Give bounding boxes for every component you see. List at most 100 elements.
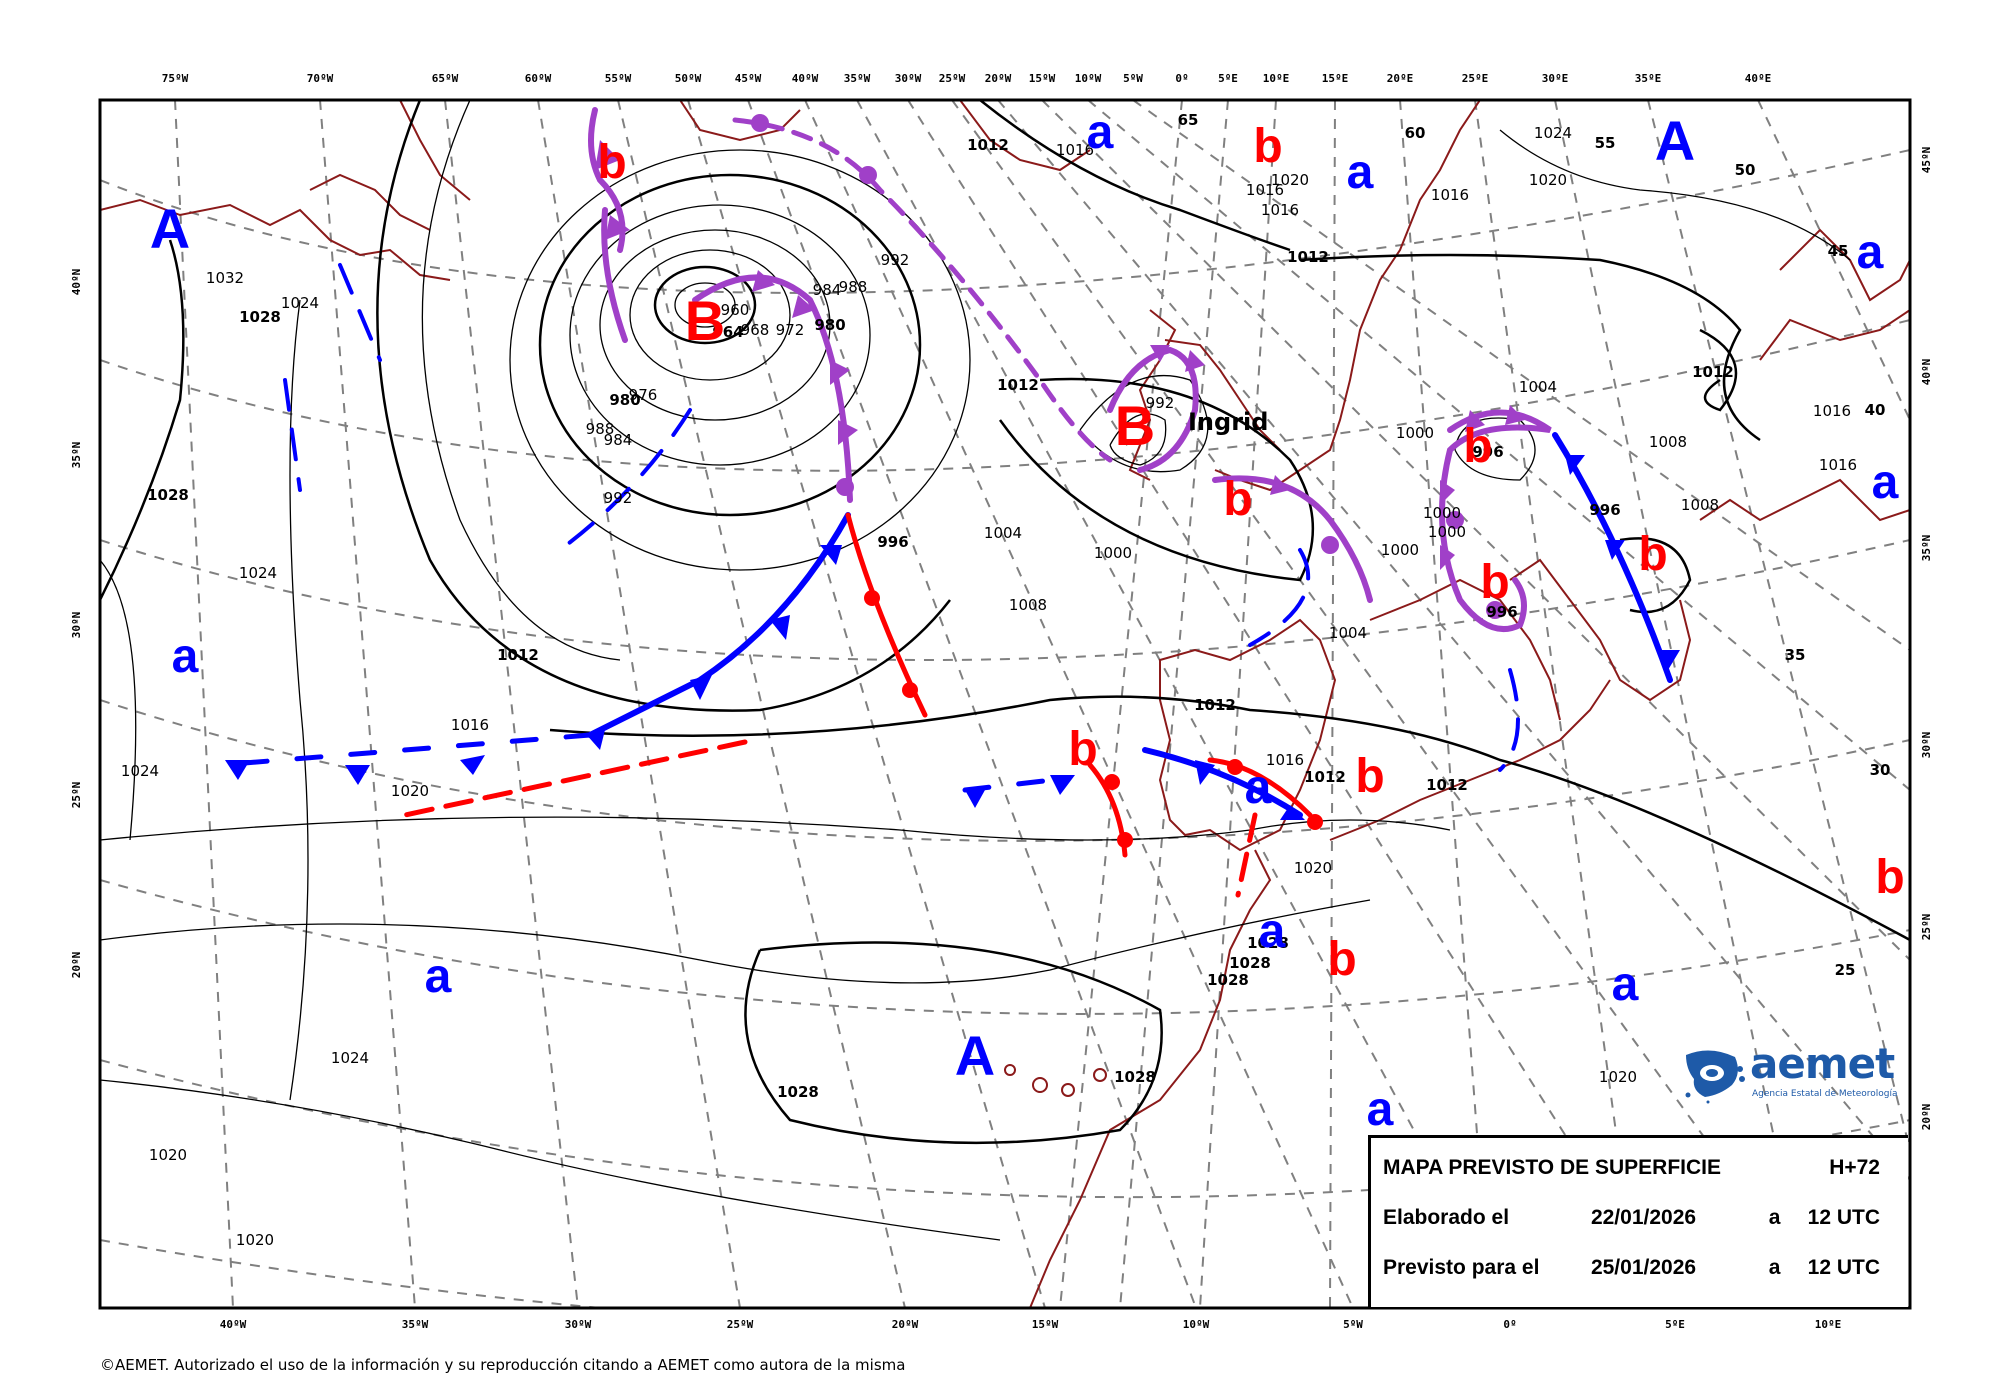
isobar-label: 1020 <box>1294 859 1332 877</box>
isobar-label: 1000 <box>1094 544 1132 562</box>
storm-name-label: Ingrid <box>1188 408 1268 436</box>
longitude-tick-label: 75ºW <box>162 72 189 85</box>
latitude-tick-label: 40ºN <box>70 269 83 296</box>
longitude-tick-label: 0º <box>1503 1318 1516 1331</box>
latitude-tick-label: 45ºN <box>1920 147 1933 174</box>
longitude-tick-label: 55ºW <box>605 72 632 85</box>
isobar-label: 1028 <box>777 1083 819 1101</box>
isobar-label: 1012 <box>1426 776 1468 794</box>
longitude-tick-label: 40ºW <box>220 1318 247 1331</box>
longitude-tick-label: 25ºW <box>727 1318 754 1331</box>
latitude-tick-label: 25ºN <box>70 782 83 809</box>
low-pressure-marker: b <box>1068 723 1097 776</box>
high-pressure-marker: A <box>150 197 190 260</box>
cold-front <box>217 732 593 768</box>
isobar-label: 1020 <box>236 1231 274 1249</box>
isobar-label: 1028 <box>1247 934 1289 952</box>
isobar-label: 1004 <box>984 524 1022 542</box>
low-pressure-marker: b <box>1875 851 1904 904</box>
aemet-logo-icon <box>1685 1050 1745 1104</box>
isobar-label: 1020 <box>149 1146 187 1164</box>
high-pressure-marker: a <box>1087 106 1114 159</box>
latitude-axis-left: 40ºN 35ºN 30ºN 25ºN 20ºN <box>70 269 83 979</box>
longitude-tick-label: 5ºW <box>1343 1318 1363 1331</box>
occluded-front <box>1107 346 1199 473</box>
isobar-label: 1004 <box>1519 378 1557 396</box>
isobar-label: 1024 <box>1534 124 1572 142</box>
longitude-tick-label: 5ºE <box>1665 1318 1685 1331</box>
low-pressure-marker: b <box>597 136 626 189</box>
warm-front <box>1207 757 1313 818</box>
isobar-label: 996 <box>1589 501 1620 519</box>
high-pressure-marker: a <box>1367 1083 1394 1136</box>
longitude-tick-label: 5ºW <box>1123 72 1143 85</box>
longitude-tick-label: 25ºW <box>939 72 966 85</box>
isobar-label: 1020 <box>1529 171 1567 189</box>
high-pressure-marker: a <box>1259 905 1286 958</box>
isobar-label: 1024 <box>239 564 277 582</box>
aemet-logo: aemet Agencia Estatal de Meteorología <box>1680 1039 1910 1105</box>
low-pressure-marker: b <box>1480 556 1509 609</box>
isobar-label: 1012 <box>1287 248 1329 266</box>
isobar-label: 1028 <box>1114 1068 1156 1086</box>
cold-front <box>962 775 1073 793</box>
occluded-front <box>1212 475 1373 603</box>
latitude-tick-label: 20ºN <box>1920 1104 1933 1131</box>
trough-line <box>283 378 302 492</box>
latitude-tick-label: 20ºN <box>70 952 83 979</box>
elaborated-sep: a <box>1768 1206 1781 1229</box>
high-pressure-marker: a <box>425 950 452 1003</box>
upper-contour-label: 25 <box>1835 961 1856 979</box>
longitude-tick-label: 35ºE <box>1635 72 1662 85</box>
map-frame <box>98 98 1912 1310</box>
coastlines <box>100 100 1910 1308</box>
low-pressure-marker: b <box>1253 120 1282 173</box>
cold-front <box>1142 747 1303 818</box>
isobar-label: 984 <box>604 431 633 449</box>
upper-contour-label: 55 <box>1595 134 1616 152</box>
isobar-label: 1012 <box>997 376 1039 394</box>
upper-contour-labels: 65 60 55 50 45 40 35 30 25 <box>1178 111 1891 979</box>
upper-contour-label: 60 <box>1405 124 1426 142</box>
isobar-label: 960 <box>721 301 750 319</box>
isobar-label: 1024 <box>281 294 319 312</box>
low-pressure-marker: b <box>1327 933 1356 986</box>
high-pressure-marker: a <box>1857 226 1884 279</box>
high-pressure-marker: a <box>1347 146 1374 199</box>
occluded-front <box>732 117 1113 463</box>
isobar-label: 984 <box>813 281 842 299</box>
longitude-tick-label: 60ºW <box>525 72 552 85</box>
isobar-label: 1020 <box>1271 171 1309 189</box>
high-pressure-marker: a <box>1245 761 1272 814</box>
isobar-label: 992 <box>1146 394 1175 412</box>
isobar-label: 1016 <box>1431 186 1469 204</box>
trough-line <box>1248 548 1311 647</box>
upper-contour-label: 30 <box>1870 761 1891 779</box>
isobar-label: 1032 <box>206 269 244 287</box>
upper-contour-label: 40 <box>1865 401 1886 419</box>
isobar-label: 1000 <box>1381 541 1419 559</box>
aemet-logo-subtitle: Agencia Estatal de Meteorología <box>1752 1089 1898 1099</box>
isobar-label: 1016 <box>1813 402 1851 420</box>
elaborated-date: 22/01/2026 <box>1590 1206 1697 1229</box>
latitude-tick-label: 30ºN <box>70 612 83 639</box>
upper-contour-label: 35 <box>1785 646 1806 664</box>
longitude-tick-label: 0º <box>1175 72 1188 85</box>
low-pressure-marker: b <box>1463 420 1492 473</box>
longitude-tick-label: 35ºW <box>844 72 871 85</box>
upper-contour-label: 50 <box>1735 161 1756 179</box>
warm-front <box>1235 812 1258 898</box>
longitude-tick-label: 15ºW <box>1032 1318 1059 1331</box>
isobar-label: 968 <box>741 321 770 339</box>
isobar-label: 992 <box>604 489 633 507</box>
isobar-label: 1004 <box>1329 624 1367 642</box>
longitude-tick-label: 65ºW <box>432 72 459 85</box>
isobar-label: 1016 <box>1246 181 1284 199</box>
valid-date: 25/01/2026 <box>1590 1256 1697 1279</box>
isobar-label: 988 <box>839 278 868 296</box>
longitude-tick-label: 15ºE <box>1322 72 1349 85</box>
low-pressure-marker: b <box>1223 473 1252 526</box>
isobar-label: 980 <box>814 316 845 334</box>
longitude-tick-label: 40ºE <box>1745 72 1772 85</box>
